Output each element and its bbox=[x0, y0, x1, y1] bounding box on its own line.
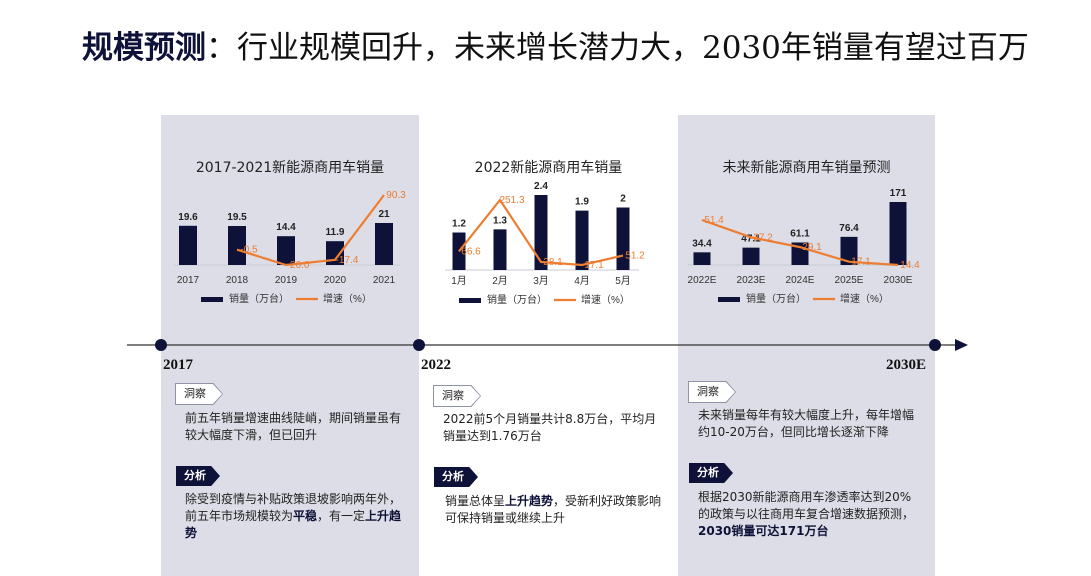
bar bbox=[616, 207, 630, 270]
page-title: 规模预测：行业规模回升，未来增长潜力大，2030年销量有望过百万 bbox=[82, 28, 1072, 68]
chart-title-forecast: 未来新能源商用车销量预测 bbox=[722, 160, 891, 176]
category-label: 3月 bbox=[533, 275, 549, 287]
bar bbox=[493, 229, 507, 270]
title-keyword: 规模预测 bbox=[82, 30, 206, 66]
bar bbox=[693, 252, 711, 265]
legend-line-label: 增速（%） bbox=[840, 292, 889, 305]
growth-value-label: 17.1 bbox=[851, 257, 871, 268]
category-label: 4月 bbox=[574, 275, 590, 287]
timeline-start-label: 2017 bbox=[163, 357, 193, 373]
analysis-text: 除受到疫情与补贴政策退坡影响两年外，前五年市场规模较为平稳，有一定上升趋势 bbox=[185, 492, 402, 540]
category-label: 2020 bbox=[324, 275, 347, 286]
bar bbox=[228, 226, 246, 265]
growth-value-label: 51.4 bbox=[704, 215, 724, 226]
bar bbox=[375, 223, 393, 265]
highlight-stable: 平稳 bbox=[293, 509, 318, 523]
insight-tag: 洞察 bbox=[434, 386, 480, 406]
bar-value-label: 34.4 bbox=[692, 238, 712, 249]
analysis-text: 根据2030新能源商用车渗透率达到20%的政策与以往商用车复合增速数据预测，20… bbox=[698, 490, 915, 538]
growth-value-label: 37.2 bbox=[753, 232, 773, 243]
timeline-mid-label: 2022 bbox=[421, 357, 451, 373]
bar bbox=[277, 236, 295, 265]
legend-bar-swatch bbox=[459, 298, 481, 303]
growth-value-label: 29.1 bbox=[802, 242, 822, 253]
growth-value-label: 28.1 bbox=[543, 257, 563, 268]
bar-value-label: 2 bbox=[620, 194, 626, 205]
category-label: 2030E bbox=[884, 275, 913, 286]
analysis-tag: 分析 bbox=[176, 466, 220, 486]
bar-value-label: 19.5 bbox=[227, 212, 247, 223]
bar-value-label: 1.9 bbox=[575, 197, 589, 208]
growth-value-label: 14.4 bbox=[900, 260, 920, 271]
category-label: 5月 bbox=[615, 275, 631, 287]
highlight-rising: 上升趋势 bbox=[185, 509, 402, 540]
bar-value-label: 1.2 bbox=[452, 219, 466, 230]
insight-tag: 洞察 bbox=[689, 382, 735, 402]
insight-tag: 洞察 bbox=[176, 384, 222, 404]
category-label: 2025E bbox=[835, 275, 864, 286]
analysis-tag: 分析 bbox=[689, 463, 733, 483]
analysis-text: 销量总体呈上升趋势，受新利好政策影响可保持销量或继续上升 bbox=[445, 494, 662, 525]
chart-2022: 1.2 1月 1.3 2月 2.4 3月 1.9 4月 2 5月 66.6 251.3 28.1 17.1… bbox=[445, 181, 645, 306]
bar-value-label: 76.4 bbox=[839, 223, 859, 234]
chart-title-history: 2017-2021新能源商用车销量 bbox=[195, 160, 385, 176]
legend-bar-swatch bbox=[718, 297, 740, 302]
insight-text: 未来销量每年有较大幅度上升，每年增幅约10-20万台，但同比增长逐渐下降 bbox=[698, 408, 915, 439]
category-label: 1月 bbox=[451, 275, 467, 287]
chart-title-2022: 2022新能源商用车销量 bbox=[474, 160, 623, 176]
chart-forecast: 34.4 2022E 47.1 2023E 61.1 2024E 76.4 2025E 171 2… bbox=[688, 188, 921, 305]
legend-bar-swatch bbox=[201, 297, 223, 302]
growth-value-label: 51.2 bbox=[625, 251, 645, 262]
category-label: 2018 bbox=[226, 275, 249, 286]
bar-value-label: 21 bbox=[378, 209, 390, 220]
bar bbox=[889, 202, 907, 265]
bar-value-label: 171 bbox=[890, 188, 907, 199]
timeline-end-label: 2030E bbox=[886, 357, 927, 373]
bar bbox=[575, 210, 589, 270]
bar bbox=[179, 225, 197, 265]
insight-text: 2022前5个月销量共计8.8万台，平均月销量达到1.76万台 bbox=[443, 412, 657, 443]
bar-value-label: 11.9 bbox=[326, 227, 345, 238]
growth-line bbox=[701, 218, 899, 267]
bar bbox=[534, 195, 548, 270]
bar bbox=[840, 236, 858, 265]
chart-history: 19.6 2017 19.5 2018 14.4 2019 11.9 2020 21 2021 -0… bbox=[174, 190, 406, 305]
growth-value-label: -17.4 bbox=[336, 255, 359, 266]
category-label: 2017 bbox=[177, 275, 200, 286]
analysis-tag: 分析 bbox=[434, 467, 478, 487]
legend-bar-label: 销量（万台） bbox=[487, 293, 547, 306]
category-label: 2019 bbox=[275, 275, 298, 286]
bar bbox=[742, 247, 760, 265]
bar-value-label: 19.6 bbox=[178, 212, 198, 223]
growth-line bbox=[458, 198, 624, 267]
category-label: 2023E bbox=[737, 275, 766, 286]
category-label: 2022E bbox=[688, 275, 717, 286]
bar-value-label: 2.4 bbox=[534, 181, 548, 192]
title-text: ：行业规模回升，未来增长潜力大，2030年销量有望过百万 bbox=[206, 30, 1029, 66]
growth-value-label: 66.6 bbox=[461, 246, 481, 257]
category-label: 2月 bbox=[492, 275, 508, 287]
legend-line-label: 增速（%） bbox=[581, 293, 630, 306]
category-label: 2021 bbox=[373, 275, 396, 286]
legend-bar-label: 销量（万台） bbox=[229, 292, 289, 305]
bar-value-label: 47.1 bbox=[741, 234, 761, 245]
growth-value-label: 251.3 bbox=[499, 195, 524, 206]
legend-bar-label: 销量（万台） bbox=[746, 292, 806, 305]
highlight-forecast: 2030销量可达171万台 bbox=[698, 524, 829, 538]
bar bbox=[326, 241, 344, 265]
legend-line-label: 增速（%） bbox=[323, 292, 372, 305]
growth-value-label: -0.5 bbox=[240, 245, 258, 256]
growth-line bbox=[236, 194, 385, 267]
bar-value-label: 14.4 bbox=[276, 222, 296, 233]
insight-text: 前五年销量增速曲线陡峭，期间销量虽有较大幅度下滑，但已回升 bbox=[185, 411, 402, 442]
growth-value-label: 17.1 bbox=[584, 260, 604, 271]
growth-value-label: -26.0 bbox=[287, 260, 310, 271]
growth-value-label: 90.3 bbox=[386, 190, 406, 201]
bar-value-label: 61.1 bbox=[790, 228, 810, 239]
bar-value-label: 1.3 bbox=[493, 215, 507, 226]
category-label: 2024E bbox=[786, 275, 815, 286]
highlight-rising: 上升趋势 bbox=[505, 494, 554, 508]
